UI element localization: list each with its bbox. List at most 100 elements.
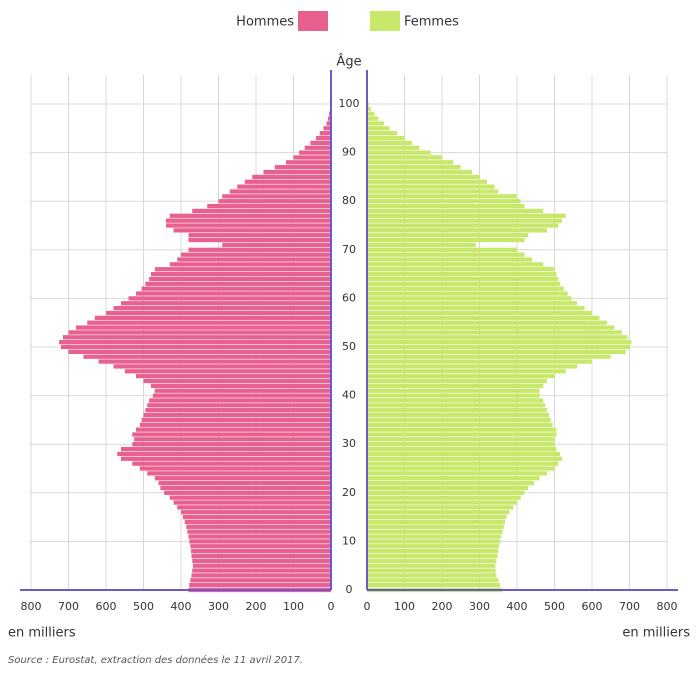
bar	[274, 165, 331, 170]
legend-swatch	[370, 11, 400, 31]
bar	[367, 305, 585, 311]
legend-label: Hommes	[236, 15, 294, 30]
x-tick-label: 100	[283, 600, 304, 613]
bar	[68, 330, 331, 335]
bar	[367, 344, 630, 350]
y-tick-label: 10	[342, 534, 356, 547]
bar	[367, 169, 472, 175]
bar	[136, 374, 331, 379]
x-tick-label: 600	[96, 600, 117, 613]
y-tick-label: 80	[342, 194, 356, 207]
y-tick-label: 40	[342, 389, 356, 402]
x-tick-label: 100	[394, 600, 415, 613]
bar	[154, 388, 331, 393]
y-tick-label: 50	[342, 340, 356, 353]
bar	[367, 514, 507, 520]
bar	[367, 490, 525, 495]
bar	[139, 422, 331, 427]
bar	[367, 315, 600, 320]
bar	[367, 335, 628, 340]
bar	[367, 330, 622, 335]
bar	[367, 398, 544, 403]
bar	[367, 427, 557, 432]
bar	[177, 505, 331, 510]
bar	[367, 519, 505, 525]
bar	[367, 237, 525, 243]
bar	[173, 228, 331, 233]
bar	[367, 539, 501, 544]
bar	[367, 485, 529, 491]
bar	[367, 131, 397, 136]
bar	[113, 364, 331, 369]
bar	[367, 126, 390, 131]
x-tick-label: 800	[657, 600, 678, 613]
bar	[367, 573, 497, 578]
bar	[158, 480, 331, 486]
bar	[182, 514, 331, 520]
bar	[229, 189, 331, 194]
bar	[252, 174, 331, 180]
bar	[151, 271, 331, 277]
bar	[367, 374, 555, 379]
bar	[106, 310, 331, 316]
bar	[367, 544, 499, 549]
bar	[367, 442, 555, 447]
bar	[367, 257, 532, 262]
bar	[121, 446, 331, 452]
bar	[193, 563, 331, 568]
bar	[128, 296, 331, 301]
bar	[154, 476, 331, 481]
bar	[367, 476, 540, 481]
x-tick-label: 500	[133, 600, 154, 613]
bar	[367, 340, 632, 345]
bar	[367, 388, 540, 393]
bar	[367, 233, 529, 238]
bar	[367, 296, 572, 301]
bar	[367, 466, 555, 471]
bar	[124, 369, 331, 374]
bar	[367, 301, 577, 306]
bar	[367, 223, 559, 228]
bar	[367, 116, 379, 121]
bar	[166, 223, 331, 228]
y-tick-label: 90	[342, 146, 356, 159]
bar	[188, 233, 331, 238]
bar	[367, 558, 497, 563]
bar	[367, 184, 495, 189]
bar	[367, 208, 544, 214]
bar	[222, 194, 331, 199]
bar	[367, 135, 405, 141]
bar	[367, 359, 592, 364]
bar	[169, 262, 331, 267]
bar	[367, 461, 559, 466]
y-tick-label: 70	[342, 243, 356, 256]
bar	[98, 359, 331, 364]
bar	[367, 437, 555, 442]
bar	[218, 199, 331, 204]
bar	[141, 417, 331, 423]
bar	[188, 247, 331, 252]
x-tick-label: 800	[21, 600, 42, 613]
x-tick-label: 400	[171, 600, 192, 613]
bar	[367, 203, 525, 209]
x-tick-label: 700	[58, 600, 79, 613]
bar	[367, 364, 577, 369]
y-axis-label: Âge	[336, 54, 361, 70]
bar	[189, 583, 331, 588]
bar	[68, 349, 331, 354]
bar	[61, 344, 331, 350]
bar	[367, 451, 561, 457]
bar	[132, 442, 331, 447]
bar	[367, 583, 501, 588]
bar	[141, 286, 331, 291]
bar	[76, 325, 331, 330]
x-axis-label: en milliers	[622, 626, 690, 641]
legend-label: Femmes	[404, 15, 459, 30]
bar	[136, 427, 331, 432]
bar	[367, 242, 476, 248]
bar	[367, 252, 525, 257]
bar	[186, 524, 331, 529]
bar	[83, 354, 331, 359]
bar	[263, 169, 331, 175]
